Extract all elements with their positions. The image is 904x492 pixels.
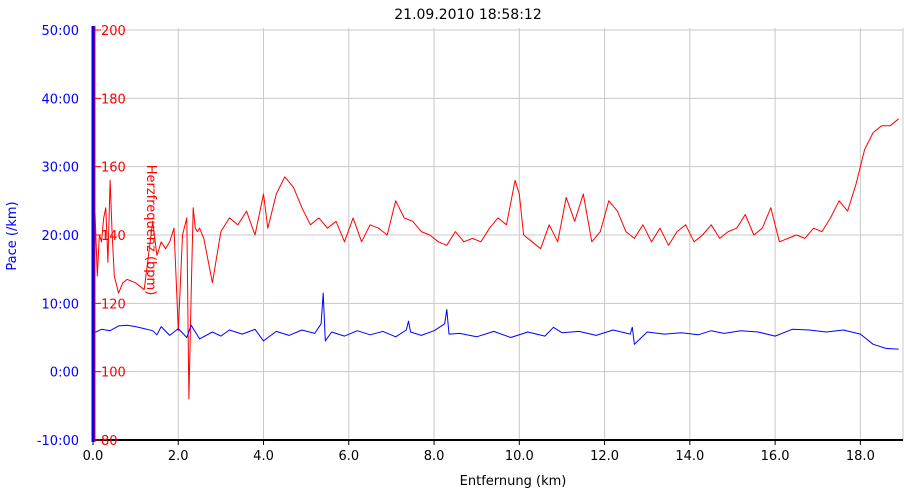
pace-tick-label: 0:00: [50, 366, 79, 381]
x-tick-label: 8.0: [424, 449, 445, 464]
pace-tick-label: 10:00: [42, 297, 79, 312]
pace-tick-label: 40:00: [42, 92, 79, 107]
x-tick-label: 6.0: [338, 449, 359, 464]
hr-tick-label: 200: [101, 24, 126, 39]
x-tick-label: 12.0: [590, 449, 619, 464]
series-line: [92, 292, 899, 350]
series-group: [92, 118, 900, 400]
hr-tick-label: 80: [101, 434, 118, 449]
pace-tick-label: 30:00: [42, 161, 79, 176]
x-tick-label: 4.0: [253, 449, 274, 464]
grid-lines: [93, 28, 904, 441]
x-tick-label: 14.0: [675, 449, 704, 464]
pace-tick-label: 20:00: [42, 229, 79, 244]
hr-tick-label: 180: [101, 92, 126, 107]
hr-tick-label: 140: [101, 229, 126, 244]
chart-title: 21.09.2010 18:58:12: [394, 7, 542, 23]
x-tick-label: 16.0: [761, 449, 790, 464]
x-tick-label: 2.0: [168, 449, 189, 464]
right-y-axis-label: Herzfrequenz (bpm): [143, 165, 158, 296]
hr-tick-label: 160: [101, 161, 126, 176]
axes-group: 0.0 2.0 4.0 6.0 8.0 10.0 12.0 14.0 16.0 18.0 -10:0…: [37, 24, 903, 464]
x-tick-label: 10.0: [505, 449, 534, 464]
x-tick-label: 0.0: [83, 449, 104, 464]
hr-tick-label: 120: [101, 297, 126, 312]
x-tick-label: 18.0: [846, 449, 875, 464]
x-axis-label: Entfernung (km): [460, 474, 567, 489]
series-line: [92, 118, 900, 400]
hr-tick-label: 100: [101, 366, 126, 381]
pace-tick-label: -10:00: [37, 434, 79, 449]
left-y-axis-label: Pace (/km): [5, 201, 20, 270]
pace-tick-label: 50:00: [42, 24, 79, 39]
